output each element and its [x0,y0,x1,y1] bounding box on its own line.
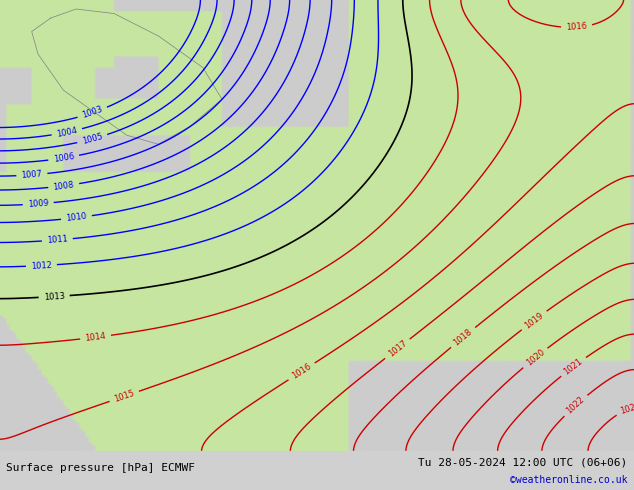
Text: 1005: 1005 [81,132,103,146]
Text: 1004: 1004 [56,125,78,139]
Text: 1012: 1012 [30,261,52,270]
Text: 1023: 1023 [619,401,634,416]
Text: 1007: 1007 [21,170,42,180]
Text: 1014: 1014 [84,332,107,343]
Text: 1017: 1017 [386,339,408,359]
Text: 1013: 1013 [43,292,65,302]
Text: 1019: 1019 [523,311,545,330]
Text: 1011: 1011 [46,235,68,245]
Text: 1009: 1009 [27,198,49,209]
Text: 1003: 1003 [81,105,104,121]
Text: ©weatheronline.co.uk: ©weatheronline.co.uk [510,475,628,485]
Text: 1022: 1022 [565,395,586,416]
Text: 1020: 1020 [524,348,547,368]
Text: 1016: 1016 [290,362,313,381]
Text: 1008: 1008 [53,180,75,192]
Text: 1006: 1006 [53,152,75,164]
Text: 1015: 1015 [113,389,136,404]
Text: 1018: 1018 [452,327,474,347]
Text: Surface pressure [hPa] ECMWF: Surface pressure [hPa] ECMWF [6,464,195,473]
Text: 1010: 1010 [65,212,87,223]
Text: Tu 28-05-2024 12:00 UTC (06+06): Tu 28-05-2024 12:00 UTC (06+06) [418,458,628,467]
Text: 1021: 1021 [562,357,585,376]
Text: 1016: 1016 [566,22,588,32]
